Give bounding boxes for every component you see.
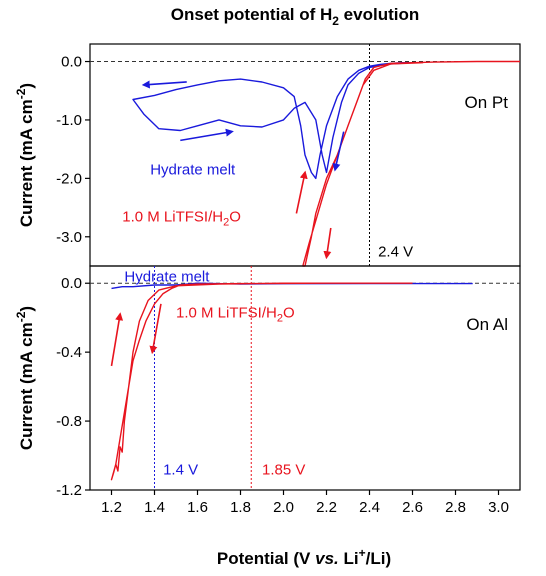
scan-direction-arrow — [180, 128, 234, 142]
chart-title-sub: 2 — [332, 14, 339, 28]
y-axis-label-part1: Current (mA cm — [17, 99, 36, 227]
y-axis-label: Current (mA cm-2) — [14, 306, 36, 450]
annotation: 2.4 V — [378, 243, 413, 260]
x-tick-label: 2.0 — [273, 499, 294, 516]
y-tick-label: -2.0 — [56, 170, 82, 187]
y-axis-label: Current (mA cm-2) — [14, 83, 36, 227]
x-tick-label: 1.2 — [101, 499, 122, 516]
scan-direction-arrow — [141, 80, 187, 89]
x-tick-label: 1.6 — [187, 499, 208, 516]
y-axis-label-part1: Current (mA cm — [17, 322, 36, 450]
y-axis-label-part2: ) — [17, 83, 36, 89]
x-tick-label: 3.0 — [488, 499, 509, 516]
x-axis-label-part3: /Li) — [366, 549, 392, 568]
x-tick-label: 2.2 — [316, 499, 337, 516]
x-tick-label: 2.6 — [402, 499, 423, 516]
chart-title-prefix: Onset potential of H — [171, 5, 333, 24]
x-axis-label-part2: Li — [339, 549, 359, 568]
panel-label: On Al — [466, 315, 508, 334]
annotation: 1.0 M LiTFSI/H2O — [122, 208, 241, 228]
x-axis-label-italic: vs. — [315, 549, 339, 568]
annotation: 1.85 V — [262, 461, 305, 478]
annotation-sub: 2 — [277, 313, 283, 325]
series-line — [132, 62, 413, 180]
panel-frame — [89, 265, 521, 491]
x-axis-label-sup: + — [359, 546, 366, 560]
y-axis-label-sup: -2 — [14, 311, 28, 322]
y-tick-label: -0.4 — [56, 344, 82, 361]
annotation-sub: 2 — [223, 216, 229, 228]
scan-direction-arrow — [149, 303, 162, 355]
y-axis-label-sup: -2 — [14, 88, 28, 99]
annotation-part: O — [229, 208, 241, 225]
y-tick-label: -1.0 — [56, 112, 82, 129]
plots-area: 0.0 -1.0 -2.0 -3.0 Hydrate melt 1.0 M LiTFSI/… — [14, 43, 521, 516]
scan-direction-arrow — [110, 312, 124, 367]
x-axis-label-part1: Potential (V — [217, 549, 315, 568]
annotation: Hydrate melt — [124, 268, 210, 285]
panel-pt: 0.0 -1.0 -2.0 -3.0 Hydrate melt 1.0 M LiTFSI/… — [14, 43, 521, 267]
y-tick-label: 0.0 — [61, 54, 82, 71]
annotation-part: 1.0 M LiTFSI/H — [176, 305, 277, 322]
x-tick-label: 1.4 — [144, 499, 165, 516]
scan-direction-arrow — [323, 227, 332, 260]
y-axis-label-part2: ) — [17, 306, 36, 312]
x-tick-label: 2.4 — [359, 499, 380, 516]
chart-title-suffix: evolution — [339, 5, 419, 24]
panel-al: 0.0 -0.4 -0.8 -1.2 Hydrate melt 1.0 M LiTFSI/… — [14, 265, 521, 499]
y-tick-label: -1.2 — [56, 482, 82, 499]
y-tick-label: 0.0 — [61, 275, 82, 292]
x-tick-label: 2.8 — [445, 499, 466, 516]
series-line — [302, 60, 520, 267]
chart-title: Onset potential of H2 evolution — [171, 5, 419, 28]
scan-direction-arrow — [295, 170, 308, 214]
annotation-part: 1.0 M LiTFSI/H — [122, 208, 223, 225]
x-axis-label: Potential (V vs. Li+/Li) — [217, 546, 391, 568]
y-tick-label: -0.8 — [56, 413, 82, 430]
annotation: 1.0 M LiTFSI/H2O — [176, 305, 295, 325]
y-tick-label: -3.0 — [56, 229, 82, 246]
series-line — [110, 282, 413, 481]
x-tick-label: 1.8 — [230, 499, 251, 516]
annotation: Hydrate melt — [150, 162, 236, 179]
panel-label: On Pt — [465, 93, 509, 112]
annotation-part: O — [283, 305, 295, 322]
scan-direction-arrow — [332, 131, 345, 172]
annotation: 1.4 V — [163, 461, 198, 478]
